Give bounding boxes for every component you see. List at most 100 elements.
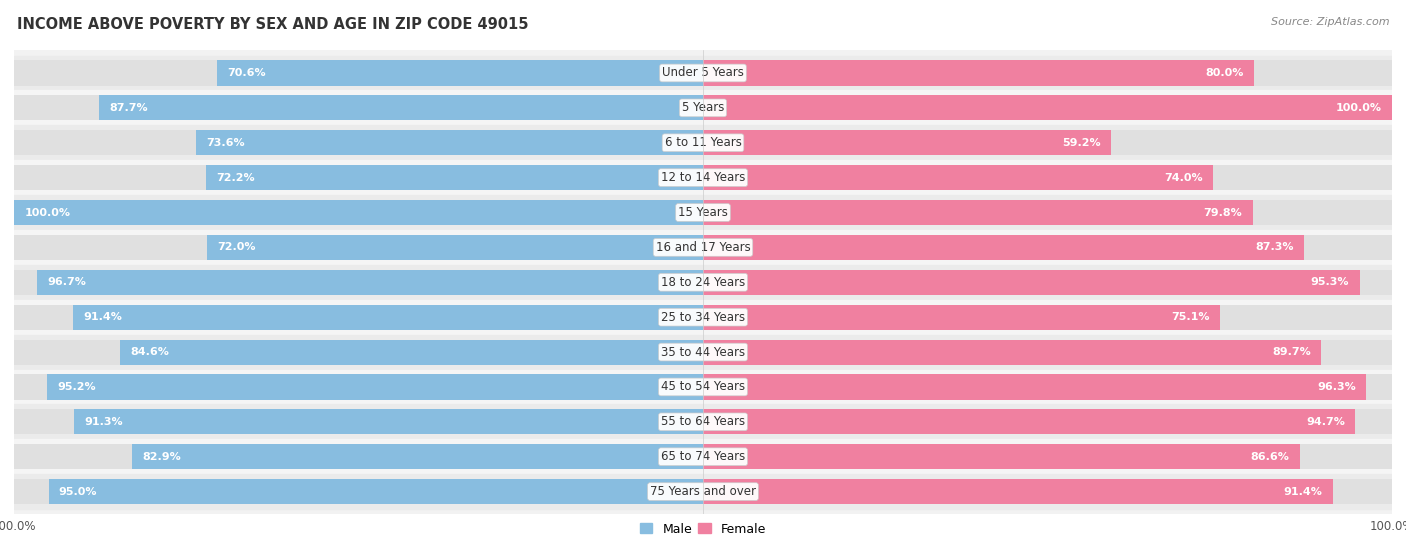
Text: 12 to 14 Years: 12 to 14 Years xyxy=(661,171,745,184)
Bar xyxy=(14,439,1392,474)
Bar xyxy=(703,339,1322,364)
Text: Source: ZipAtlas.com: Source: ZipAtlas.com xyxy=(1271,17,1389,27)
Bar xyxy=(14,375,703,400)
Bar xyxy=(703,165,1213,190)
Bar xyxy=(703,479,1333,504)
Bar xyxy=(48,479,703,504)
Bar xyxy=(14,55,1392,91)
Bar xyxy=(14,305,703,330)
Text: 75.1%: 75.1% xyxy=(1171,312,1211,322)
Bar xyxy=(14,444,703,469)
Bar xyxy=(217,60,703,86)
Text: 6 to 11 Years: 6 to 11 Years xyxy=(665,136,741,149)
Bar xyxy=(703,96,1392,120)
Bar xyxy=(14,235,703,260)
Bar xyxy=(14,409,703,434)
Bar xyxy=(703,130,1392,155)
Text: 80.0%: 80.0% xyxy=(1205,68,1244,78)
Bar xyxy=(14,195,1392,230)
Text: 5 Years: 5 Years xyxy=(682,101,724,115)
Text: 91.3%: 91.3% xyxy=(84,417,122,427)
Text: 89.7%: 89.7% xyxy=(1272,347,1310,357)
Text: 82.9%: 82.9% xyxy=(142,452,181,462)
Text: 87.7%: 87.7% xyxy=(110,103,148,113)
Bar xyxy=(14,200,703,225)
Bar xyxy=(703,409,1392,434)
Bar xyxy=(14,91,1392,125)
Bar xyxy=(14,339,703,364)
Bar xyxy=(14,474,1392,509)
Text: 73.6%: 73.6% xyxy=(207,138,245,148)
Text: 100.0%: 100.0% xyxy=(1336,103,1382,113)
Bar xyxy=(703,270,1360,295)
Bar xyxy=(14,270,703,295)
Text: 91.4%: 91.4% xyxy=(83,312,122,322)
Text: 96.3%: 96.3% xyxy=(1317,382,1357,392)
Bar xyxy=(14,404,1392,439)
Text: 25 to 34 Years: 25 to 34 Years xyxy=(661,311,745,324)
Bar xyxy=(132,444,703,469)
Bar xyxy=(14,96,703,120)
Bar xyxy=(14,265,1392,300)
Bar xyxy=(195,130,703,155)
Bar xyxy=(14,125,1392,160)
Bar xyxy=(703,96,1392,120)
Text: 87.3%: 87.3% xyxy=(1256,243,1294,253)
Bar xyxy=(73,305,703,330)
Text: 16 and 17 Years: 16 and 17 Years xyxy=(655,241,751,254)
Bar xyxy=(703,60,1254,86)
Bar xyxy=(14,130,703,155)
Text: 75 Years and over: 75 Years and over xyxy=(650,485,756,498)
Bar xyxy=(703,375,1392,400)
Bar xyxy=(98,96,703,120)
Text: 35 to 44 Years: 35 to 44 Years xyxy=(661,345,745,358)
Text: 59.2%: 59.2% xyxy=(1062,138,1101,148)
Bar xyxy=(14,335,1392,369)
Text: 84.6%: 84.6% xyxy=(131,347,169,357)
Bar xyxy=(205,165,703,190)
Bar xyxy=(703,60,1392,86)
Bar xyxy=(37,270,703,295)
Bar xyxy=(703,235,1392,260)
Text: 100.0%: 100.0% xyxy=(24,207,70,217)
Bar xyxy=(14,369,1392,404)
Text: 70.6%: 70.6% xyxy=(226,68,266,78)
Bar xyxy=(14,160,1392,195)
Text: Under 5 Years: Under 5 Years xyxy=(662,67,744,79)
Bar xyxy=(703,339,1392,364)
Bar xyxy=(703,130,1111,155)
Bar xyxy=(14,165,703,190)
Bar xyxy=(75,409,703,434)
Bar xyxy=(120,339,703,364)
Bar xyxy=(703,270,1392,295)
Text: 79.8%: 79.8% xyxy=(1204,207,1243,217)
Text: 95.2%: 95.2% xyxy=(58,382,96,392)
Text: 96.7%: 96.7% xyxy=(48,277,86,287)
Bar xyxy=(48,375,703,400)
Text: 45 to 54 Years: 45 to 54 Years xyxy=(661,381,745,394)
Bar xyxy=(703,200,1253,225)
Legend: Male, Female: Male, Female xyxy=(636,518,770,541)
Bar xyxy=(703,444,1392,469)
Bar xyxy=(207,235,703,260)
Text: 72.0%: 72.0% xyxy=(218,243,256,253)
Text: 65 to 74 Years: 65 to 74 Years xyxy=(661,450,745,463)
Bar xyxy=(703,235,1305,260)
Text: 94.7%: 94.7% xyxy=(1306,417,1346,427)
Bar xyxy=(14,60,703,86)
Text: 18 to 24 Years: 18 to 24 Years xyxy=(661,276,745,289)
Bar xyxy=(703,444,1299,469)
Text: 15 Years: 15 Years xyxy=(678,206,728,219)
Text: 55 to 64 Years: 55 to 64 Years xyxy=(661,415,745,428)
Bar xyxy=(703,200,1392,225)
Text: 74.0%: 74.0% xyxy=(1164,173,1202,183)
Text: 91.4%: 91.4% xyxy=(1284,486,1323,496)
Text: 95.3%: 95.3% xyxy=(1310,277,1350,287)
Bar xyxy=(703,375,1367,400)
Bar xyxy=(14,300,1392,335)
Bar xyxy=(14,230,1392,265)
Text: 95.0%: 95.0% xyxy=(59,486,97,496)
Bar xyxy=(703,479,1392,504)
Text: 86.6%: 86.6% xyxy=(1250,452,1289,462)
Bar xyxy=(703,305,1392,330)
